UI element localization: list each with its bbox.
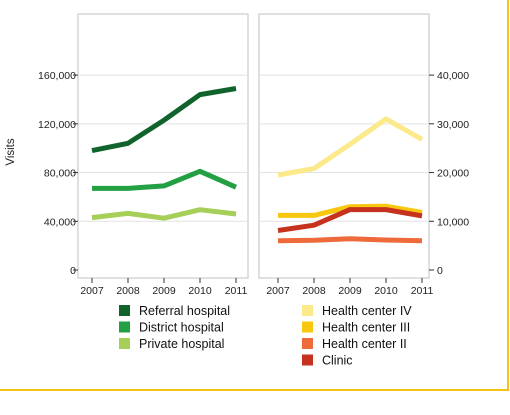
right-y-tick-label: 10,000 — [437, 216, 469, 228]
legend-swatch-district-hospital — [119, 322, 130, 333]
legend-label-private-hospital: Private hospital — [139, 337, 224, 351]
left-x-tick-label: 2009 — [152, 285, 176, 297]
left-y-tick-label: 120,000 — [38, 119, 76, 131]
legend-swatch-clinic — [302, 355, 313, 366]
legend-swatch-referral-hospital — [119, 305, 130, 316]
legend-health-centers: Health center IV Health center III Health … — [302, 304, 412, 368]
right-y-tick-label: 40,000 — [437, 70, 469, 82]
legend-swatch-health-center-ii — [302, 338, 313, 349]
left-y-tick-label: 80,000 — [44, 168, 76, 180]
right-x-tick-label: 2007 — [266, 285, 290, 297]
left-y-tick-label: 0 — [70, 265, 76, 277]
legend-swatch-health-center-iii — [302, 322, 313, 333]
legend-label-health-center-iv: Health center IV — [322, 304, 412, 318]
y-axis-title: Visits — [5, 138, 17, 166]
legend-hospitals: Referral hospital District hospital Privat… — [119, 304, 230, 351]
legend-swatch-health-center-iv — [302, 305, 313, 316]
legend-label-health-center-ii: Health center II — [322, 337, 407, 351]
right-x-tick-label: 2008 — [302, 285, 326, 297]
legend-label-referral-hospital: Referral hospital — [139, 304, 230, 318]
left-x-tick-label: 2007 — [80, 285, 104, 297]
right-panel: 0 10,000 20,000 30,000 40,000 2007 2008 2009 201… — [259, 14, 469, 297]
right-x-tick-label: 2009 — [338, 285, 362, 297]
left-x-tick-label: 2008 — [116, 285, 140, 297]
legend-label-health-center-iii: Health center III — [322, 321, 410, 335]
right-y-tick-label: 0 — [437, 265, 443, 277]
series-line-health-center-ii — [278, 239, 422, 241]
right-x-tick-label: 2010 — [374, 285, 398, 297]
legend-swatch-private-hospital — [119, 338, 130, 349]
left-y-tick-label: 40,000 — [44, 216, 76, 228]
legend-label-clinic: Clinic — [322, 354, 353, 368]
legend-label-district-hospital: District hospital — [139, 321, 224, 335]
left-x-tick-label: 2011 — [225, 285, 248, 297]
left-panel: 0 40,000 80,000 120,000 160,000 2007 2008 2009 2… — [38, 14, 248, 297]
left-x-tick-label: 2010 — [188, 285, 212, 297]
right-x-tick-label: 2011 — [411, 285, 434, 297]
right-y-tick-label: 20,000 — [437, 168, 469, 180]
right-y-tick-label: 30,000 — [437, 119, 469, 131]
left-y-tick-label: 160,000 — [38, 70, 76, 82]
